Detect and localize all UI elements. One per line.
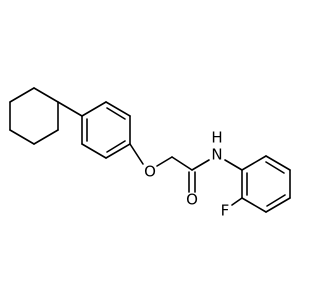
- bond: [241, 155, 267, 171]
- bond: [33, 87, 59, 103]
- atom-label: H: [211, 129, 222, 147]
- bond: [265, 197, 291, 213]
- atom-label: O: [144, 163, 156, 181]
- bond: [9, 87, 35, 103]
- atom-label: N: [211, 146, 222, 164]
- molecule-diagram: O O N H F: [0, 0, 300, 300]
- double-bond-inner: [106, 140, 126, 153]
- atom-label: O: [186, 191, 198, 209]
- atom-label: F: [221, 202, 230, 220]
- double-bond-inner: [265, 161, 285, 174]
- bonds: [9, 87, 291, 213]
- bond: [105, 143, 131, 159]
- bond: [265, 155, 291, 171]
- background: [0, 0, 300, 300]
- bond: [224, 159, 243, 171]
- bond: [129, 143, 144, 165]
- bond: [105, 101, 131, 117]
- bond: [9, 129, 35, 145]
- bond: [33, 129, 59, 145]
- bond: [57, 101, 83, 117]
- bond: [81, 101, 107, 117]
- bond: [156, 156, 173, 167]
- double-bond-inner: [106, 107, 126, 120]
- double-bond-inner: [266, 194, 286, 207]
- bond: [191, 159, 210, 171]
- bond: [81, 143, 107, 159]
- bond: [171, 156, 193, 171]
- bond: [231, 197, 243, 206]
- bond: [241, 197, 267, 213]
